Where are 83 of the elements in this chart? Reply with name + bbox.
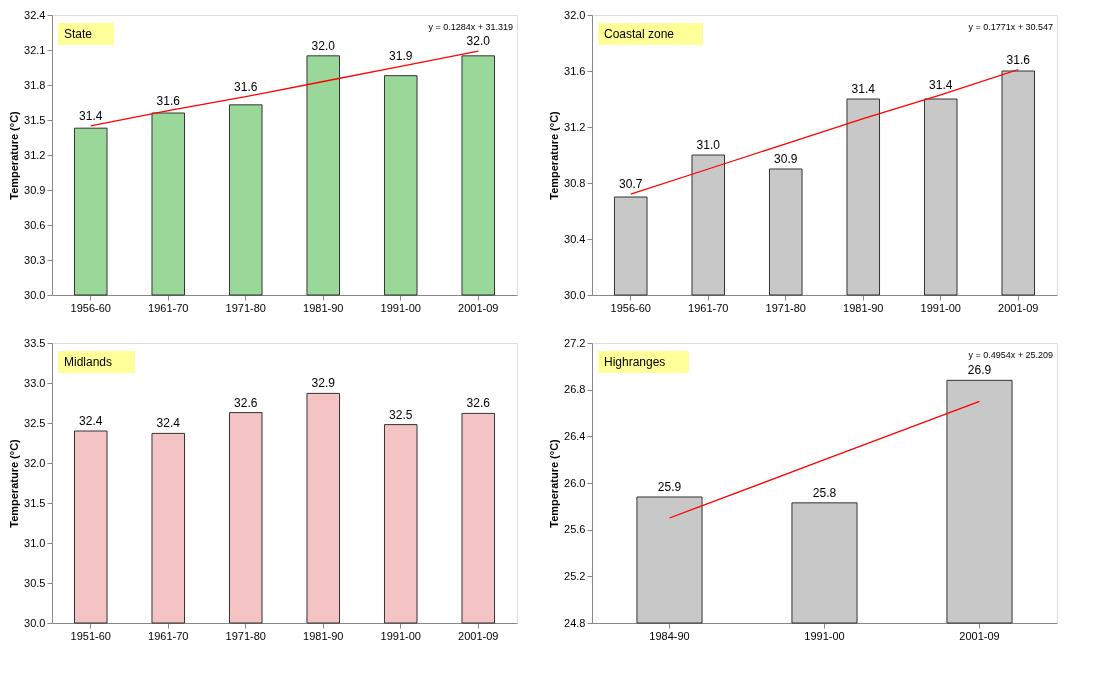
annotation: y = 0.1771x + 30.547: [968, 22, 1053, 32]
data-label: 31.6: [234, 79, 258, 94]
y-tick-label: 31.5: [24, 113, 46, 126]
data-label: 31.4: [851, 82, 876, 96]
text: Coastal zone: [604, 27, 675, 41]
y-tick-label: 26.4: [564, 429, 586, 442]
y-tick-label: 30.9: [24, 183, 46, 196]
data-label: 31.0: [696, 138, 721, 152]
y-tick-label: 25.2: [564, 569, 586, 582]
x-tick-label: 1981-90: [303, 629, 344, 642]
y-axis-title: Temperature (°C): [548, 110, 561, 200]
y-tick-label: 30.4: [564, 232, 586, 245]
x-tick-label: 1981-90: [303, 301, 344, 314]
data-label: 32.4: [79, 414, 103, 428]
y-tick-label: 31.5: [24, 496, 46, 509]
y-tick-label: 30.0: [24, 616, 46, 629]
x-tick-label: 1961-70: [148, 301, 189, 314]
y-axis-title: Temperature (°C): [8, 110, 21, 200]
y-tick-label: 31.2: [24, 148, 46, 161]
data-label: 32.6: [466, 396, 491, 411]
y-tick-label: 33.0: [24, 376, 46, 389]
y-tick-label: 25.6: [564, 523, 586, 536]
x-tick-label: 2001-09: [458, 629, 499, 642]
x-tick-label: 1971-80: [765, 301, 806, 314]
x-tick-label: 1956-60: [70, 301, 111, 314]
data-label: 32.0: [466, 34, 491, 49]
y-tick-label: 32.1: [24, 43, 46, 56]
x-tick-label: 2001-09: [959, 629, 1000, 642]
y-tick-label: 30.5: [24, 576, 46, 589]
data-label: 32.6: [234, 395, 258, 410]
data-label: 25.8: [812, 485, 837, 500]
x-tick-label: 1991-00: [804, 629, 845, 642]
x-tick-label: 1971-80: [225, 301, 266, 314]
y-tick-label: 30.6: [24, 218, 46, 231]
x-tick-label: 2001-09: [998, 301, 1039, 314]
x-tick-label: 1981-90: [843, 301, 884, 314]
y-axis-title: Temperature (°C): [8, 438, 21, 528]
y-tick-label: 26.0: [564, 476, 586, 489]
y-tick-label: 30.3: [24, 253, 46, 266]
x-tick-label: 1961-70: [688, 301, 729, 314]
y-tick-label: 27.2: [564, 336, 586, 349]
x-tick-label: 2001-09: [458, 301, 499, 314]
y-tick-label: 24.8: [564, 616, 586, 629]
text: Highranges: [604, 355, 666, 369]
y-tick-label: 31.8: [24, 78, 46, 91]
data-label: 31.6: [1006, 52, 1031, 67]
data-label: 31.9: [389, 49, 413, 64]
data-label: 30.9: [774, 152, 798, 166]
x-tick-label: 1956-60: [610, 301, 651, 314]
y-tick-label: 32.5: [24, 416, 46, 429]
y-axis-title: Temperature (°C): [548, 438, 561, 528]
y-tick-label: 30.0: [24, 288, 46, 301]
y-tick-label: 32.0: [564, 8, 586, 21]
x-tick-label: 1961-70: [148, 629, 189, 642]
data-label: 30.7: [619, 177, 643, 192]
y-tick-label: 26.8: [564, 383, 586, 396]
x-tick-label: 1991-00: [920, 301, 961, 314]
y-tick-label: 33.5: [24, 336, 46, 349]
y-tick-label: 31.6: [564, 64, 586, 77]
data-label: 25.9: [657, 480, 682, 494]
data-label: 32.5: [389, 407, 413, 422]
x-tick-label: 1971-80: [225, 629, 266, 642]
text: Midlands: [64, 355, 113, 369]
x-tick-label: 1991-00: [380, 301, 421, 314]
annotation: y = 0.4954x + 25.209: [968, 350, 1053, 360]
data-label: 32.0: [311, 38, 336, 53]
data-label: 31.6: [156, 93, 181, 108]
y-tick-label: 31.0: [24, 536, 46, 549]
data-label: 26.9: [967, 363, 992, 378]
annotation: y = 0.1284x + 31.319: [428, 22, 513, 32]
data-label: 31.4: [929, 77, 953, 92]
x-tick-label: 1991-00: [380, 629, 421, 642]
data-label: 32.4: [156, 416, 181, 431]
y-tick-label: 30.8: [564, 176, 586, 189]
y-tick-label: 30.0: [564, 288, 586, 301]
y-tick-label: 32.4: [24, 8, 46, 21]
x-tick-label: 1951-60: [70, 629, 111, 642]
data-label: 31.4: [79, 108, 103, 123]
x-tick-label: 1984-90: [649, 629, 690, 642]
text: State: [64, 27, 93, 41]
data-label: 32.9: [311, 376, 336, 391]
y-tick-label: 31.2: [564, 120, 586, 133]
y-tick-label: 32.0: [24, 456, 46, 469]
